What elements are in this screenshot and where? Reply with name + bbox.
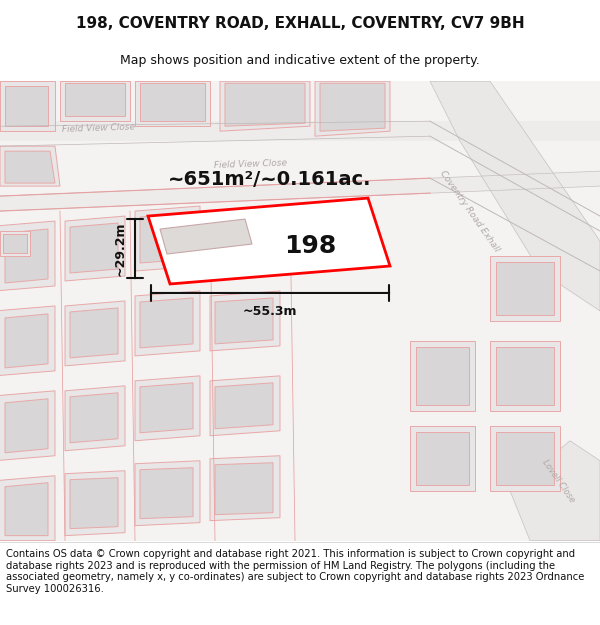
- Polygon shape: [135, 291, 200, 356]
- Polygon shape: [65, 471, 125, 536]
- Text: Contains OS data © Crown copyright and database right 2021. This information is : Contains OS data © Crown copyright and d…: [6, 549, 584, 594]
- Polygon shape: [135, 461, 200, 526]
- Text: ~651m²/~0.161ac.: ~651m²/~0.161ac.: [168, 169, 372, 189]
- Polygon shape: [215, 383, 273, 429]
- Polygon shape: [140, 83, 205, 121]
- Polygon shape: [430, 81, 600, 311]
- Polygon shape: [416, 432, 469, 485]
- Polygon shape: [135, 206, 200, 271]
- Polygon shape: [210, 456, 280, 521]
- Text: Field View Close: Field View Close: [62, 122, 136, 134]
- Polygon shape: [490, 256, 560, 321]
- Polygon shape: [135, 81, 210, 126]
- Polygon shape: [0, 476, 55, 541]
- Polygon shape: [225, 83, 305, 126]
- Polygon shape: [210, 206, 280, 266]
- Polygon shape: [215, 213, 273, 259]
- Polygon shape: [210, 291, 280, 351]
- Polygon shape: [5, 314, 48, 368]
- Polygon shape: [0, 146, 60, 186]
- Polygon shape: [490, 426, 560, 491]
- Polygon shape: [215, 462, 273, 514]
- Polygon shape: [65, 83, 125, 116]
- Polygon shape: [496, 347, 554, 405]
- Text: ~29.2m: ~29.2m: [114, 221, 127, 276]
- Polygon shape: [70, 308, 118, 358]
- Polygon shape: [410, 426, 475, 491]
- Polygon shape: [140, 468, 193, 519]
- Polygon shape: [70, 478, 118, 529]
- Polygon shape: [410, 341, 475, 411]
- Polygon shape: [65, 216, 125, 281]
- Polygon shape: [3, 234, 27, 253]
- Polygon shape: [135, 376, 200, 441]
- Polygon shape: [70, 393, 118, 442]
- Polygon shape: [5, 229, 48, 283]
- Polygon shape: [220, 81, 310, 131]
- Polygon shape: [0, 231, 30, 256]
- Text: Lovell Close: Lovell Close: [540, 458, 576, 504]
- Polygon shape: [496, 262, 554, 315]
- Polygon shape: [65, 301, 125, 366]
- Polygon shape: [315, 81, 390, 136]
- Polygon shape: [210, 376, 280, 436]
- Polygon shape: [160, 219, 252, 254]
- Text: Coventry Road Exhall: Coventry Road Exhall: [439, 169, 502, 253]
- Polygon shape: [0, 81, 55, 131]
- Polygon shape: [0, 81, 600, 541]
- Text: 198, COVENTRY ROAD, EXHALL, COVENTRY, CV7 9BH: 198, COVENTRY ROAD, EXHALL, COVENTRY, CV…: [76, 16, 524, 31]
- Polygon shape: [60, 81, 130, 121]
- Polygon shape: [0, 121, 600, 141]
- Polygon shape: [65, 386, 125, 451]
- Polygon shape: [416, 347, 469, 405]
- Polygon shape: [215, 298, 273, 344]
- Polygon shape: [5, 399, 48, 452]
- Polygon shape: [5, 151, 55, 183]
- Polygon shape: [490, 341, 560, 411]
- Polygon shape: [70, 223, 118, 273]
- Text: Field View Close: Field View Close: [214, 158, 287, 170]
- Polygon shape: [0, 171, 600, 211]
- Polygon shape: [496, 432, 554, 485]
- Polygon shape: [140, 213, 193, 263]
- Text: 198: 198: [284, 234, 336, 258]
- Polygon shape: [140, 383, 193, 432]
- Polygon shape: [0, 221, 55, 291]
- Polygon shape: [510, 441, 600, 541]
- Polygon shape: [0, 391, 55, 461]
- Polygon shape: [5, 482, 48, 536]
- Polygon shape: [140, 298, 193, 348]
- Polygon shape: [148, 198, 390, 284]
- Text: ~55.3m: ~55.3m: [243, 305, 297, 318]
- Text: Map shows position and indicative extent of the property.: Map shows position and indicative extent…: [120, 54, 480, 68]
- Polygon shape: [320, 83, 385, 131]
- Polygon shape: [5, 86, 48, 126]
- Polygon shape: [0, 306, 55, 376]
